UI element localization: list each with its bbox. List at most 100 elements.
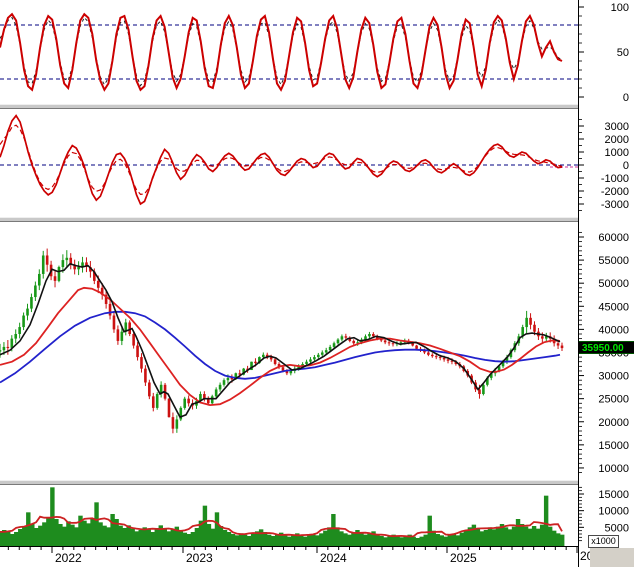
candle-down — [100, 287, 104, 295]
candle-down — [442, 358, 446, 360]
volume-bar — [495, 526, 501, 546]
volume-bar — [427, 515, 432, 546]
volume-bar — [395, 536, 400, 546]
volume-bar — [0, 532, 3, 546]
price-panel[interactable] — [0, 222, 578, 480]
panel-splitter-1[interactable] — [0, 104, 578, 109]
volume-bar — [22, 526, 27, 546]
axis-tick-label: 0 — [623, 160, 629, 172]
candle-up — [521, 327, 524, 337]
volume-bar — [347, 534, 352, 546]
volume-bar — [266, 534, 272, 546]
volume-bar — [126, 525, 131, 546]
year-label: 2023 — [186, 551, 213, 565]
candle-up — [525, 317, 528, 328]
volume-bar — [295, 533, 300, 546]
volume-bar — [291, 535, 296, 546]
volume-bar — [515, 519, 521, 546]
volume-bar — [270, 536, 276, 546]
candle-up — [155, 394, 159, 408]
candle-up — [22, 315, 25, 328]
volume-bar — [70, 524, 75, 546]
candle-down — [93, 271, 96, 281]
volume-bar — [539, 524, 545, 546]
candle-down — [6, 346, 10, 348]
value-axis[interactable]: 1005003000200010000-1000-2000-3000600005… — [579, 0, 634, 567]
candle-up — [399, 342, 403, 344]
volume-bar — [114, 519, 119, 546]
candle-up — [77, 267, 80, 270]
volume-bar — [30, 524, 35, 546]
candle-down — [529, 317, 532, 325]
volume-bar — [150, 532, 155, 546]
volume-bar — [54, 519, 59, 546]
volume-bar — [166, 531, 172, 546]
axis-tick-label: 10000 — [598, 463, 629, 475]
momentum-panel[interactable] — [0, 109, 578, 217]
candle-down — [108, 303, 112, 316]
candle-up — [199, 394, 202, 401]
candle-down — [136, 345, 139, 358]
candle-up — [10, 338, 14, 348]
ma-slow-blue — [0, 310, 561, 384]
candle-up — [34, 285, 37, 298]
volume-panel[interactable] — [0, 485, 578, 546]
volume-bar — [138, 530, 143, 546]
volume-bar — [158, 525, 163, 546]
candle-down — [187, 398, 190, 404]
volume-bar — [299, 535, 304, 546]
volume-bar — [431, 530, 436, 546]
candle-up — [501, 361, 505, 367]
candle-up — [250, 361, 253, 371]
volume-bar — [455, 535, 461, 546]
volume-bar — [206, 524, 212, 546]
volume-bar — [419, 536, 424, 546]
candle-down — [375, 336, 379, 339]
axis-tick-label: 3000 — [605, 121, 629, 133]
candle-down — [89, 267, 92, 272]
axis-tick-label: -2000 — [601, 186, 629, 198]
candle-up — [364, 336, 367, 340]
candle-up — [324, 350, 328, 353]
volume-bar — [62, 526, 67, 546]
candle-down — [560, 345, 564, 349]
volume-bar — [327, 527, 332, 546]
candle-down — [415, 345, 418, 349]
candle-down — [171, 417, 175, 429]
candle-up — [297, 366, 300, 369]
volume-bar — [359, 532, 364, 546]
volume-bar — [18, 529, 23, 546]
candle-up — [214, 389, 218, 397]
candle-up — [313, 357, 316, 360]
stochastic-panel[interactable] — [0, 0, 578, 104]
candle-down — [45, 255, 49, 265]
candle-down — [230, 377, 234, 380]
candle-up — [336, 339, 340, 344]
volume-bar — [122, 528, 127, 546]
candle-down — [140, 357, 143, 369]
candle-down — [281, 367, 285, 371]
volume-bar — [535, 528, 541, 546]
ma-medium-red — [0, 286, 561, 407]
candle-up — [234, 373, 238, 380]
panel-splitter-3[interactable] — [0, 480, 578, 485]
candle-up — [328, 346, 332, 351]
axis-tick-label: 25000 — [598, 394, 629, 406]
volume-bar — [399, 537, 404, 546]
axis-tick-label: 20000 — [598, 417, 629, 429]
axis-tick-label: 50 — [617, 47, 629, 59]
candle-down — [423, 350, 426, 353]
candle-down — [148, 382, 151, 397]
volume-bar — [543, 495, 549, 546]
volume-bar — [82, 520, 87, 546]
volume-bar — [146, 529, 151, 546]
volume-bar — [303, 536, 308, 546]
volume-bar — [14, 532, 19, 546]
panel-splitter-2[interactable] — [0, 217, 578, 222]
candle-down — [285, 370, 289, 374]
volume-bar — [86, 523, 91, 546]
volume-bar — [194, 528, 200, 546]
candle-down — [69, 257, 73, 265]
time-axis[interactable]: 2022 2023 2024 2025 — [0, 546, 578, 567]
candle-down — [254, 361, 257, 364]
